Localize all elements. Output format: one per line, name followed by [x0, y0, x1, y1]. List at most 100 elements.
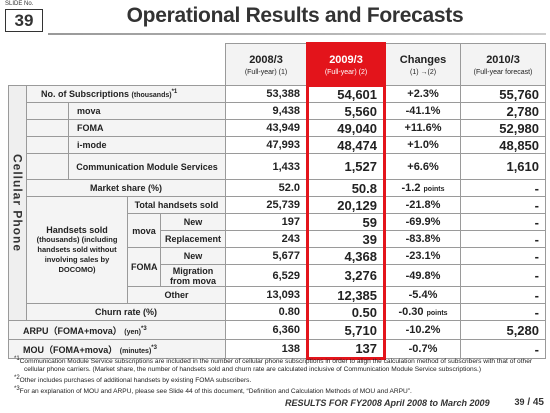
- results-table: 2008/3 (Full-year) (1) 2009/3 (Full-year) …: [7, 42, 547, 360]
- row-label-text: FOMA: [77, 123, 104, 133]
- value-2009: 50.8: [306, 179, 387, 197]
- value-forecast: -: [460, 230, 547, 248]
- value-2009: 5,710: [306, 320, 387, 340]
- value-change: +1.0%: [384, 136, 462, 154]
- value-2008: 52.0: [225, 179, 309, 197]
- indent-cell: [26, 153, 69, 180]
- slide-label: SLIDE No.: [5, 1, 34, 7]
- column-note: (Full-year) (2): [324, 68, 368, 76]
- value-2009: 54,601: [306, 85, 387, 103]
- value-forecast: 5,280: [460, 320, 547, 340]
- row-label-note: *3: [151, 344, 157, 351]
- value-2008: 243: [225, 230, 309, 248]
- row-label-unit: (minutes): [119, 347, 152, 355]
- change-value: -0.7%: [408, 343, 438, 355]
- footnote: *2Other includes purchases of additional…: [14, 374, 540, 385]
- value-2008: 138: [225, 339, 309, 359]
- value-change: -69.9%: [384, 213, 462, 231]
- value-2008: 6,529: [225, 264, 309, 287]
- footer: RESULTS FOR FY2008 April 2008 to March 2…: [285, 398, 490, 408]
- value-2008: 25,739: [225, 196, 309, 214]
- value-forecast: 52,980: [460, 119, 547, 137]
- column-header: Changes (1) →(2): [384, 43, 462, 86]
- row-label-text: New: [183, 251, 203, 261]
- page-number: 39 / 45: [515, 397, 544, 408]
- change-value: +2.3%: [407, 88, 439, 100]
- row-label-note: *1: [171, 89, 178, 95]
- footnote: *3For an explanation of MOU and ARPU, pl…: [14, 385, 540, 396]
- change-value: -69.9%: [405, 216, 441, 228]
- table-row: Communication Module Services 1,433 1,527 +…: [9, 153, 547, 180]
- subgroup-label: mova: [127, 213, 161, 248]
- table-row: Replacement 243 39 -83.8% -: [9, 230, 547, 248]
- slide-number: 39: [5, 9, 43, 32]
- title: Operational Results and Forecasts: [126, 4, 464, 27]
- value-change: -49.8%: [384, 264, 462, 287]
- row-label: Replacement: [159, 230, 227, 248]
- header-row: 2008/3 (Full-year) (1) 2009/3 (Full-year) …: [9, 42, 547, 87]
- value-change: -0.7%: [384, 339, 462, 359]
- change-value: -10.2%: [405, 324, 441, 336]
- change-value: -21.8%: [405, 199, 441, 211]
- row-label-text: ARPU（FOMA+mova）: [23, 325, 122, 336]
- value-2009: 12,385: [306, 286, 387, 304]
- group-label: Handsets sold (thousands) (including hand…: [26, 196, 128, 304]
- value-forecast: 1,610: [460, 153, 547, 180]
- value-2009: 49,040: [306, 119, 387, 137]
- value-change: -10.2%: [384, 320, 462, 340]
- column-header: 2010/3 (Full-year forecast): [460, 43, 547, 86]
- column-header: 2009/3 (Full-year) (2): [306, 42, 387, 87]
- row-label: Churn rate (%): [25, 303, 227, 321]
- group-note: (thousands) (including handsets sold wit…: [36, 235, 118, 274]
- value-forecast: -: [460, 213, 547, 231]
- value-change: -83.8%: [384, 230, 462, 248]
- row-label-unit: (thousands): [131, 92, 172, 99]
- table-row: Cellular Phone No. of Subscriptions (thou…: [8, 85, 547, 321]
- change-value: -0.30: [398, 306, 424, 318]
- footnote-text: Other includes purchases of additional h…: [19, 377, 252, 385]
- table-row: Market share (%) 52.0 50.8 -1.2 points -: [9, 179, 547, 197]
- footnotes: *1Communication Module Service subscript…: [14, 355, 540, 397]
- value-forecast: -: [460, 196, 547, 214]
- group-title: Handsets sold: [46, 225, 108, 235]
- value-2009: 1,527: [306, 153, 387, 180]
- row-label: MOU（FOMA+mova） (minutes)*3: [7, 339, 227, 359]
- table-row: Other 13,093 12,385 -5.4% -: [9, 286, 547, 304]
- indent-cell: [26, 136, 69, 154]
- footnote-mark: *2: [14, 375, 20, 382]
- row-label: New: [159, 247, 227, 265]
- value-change: -0.30 points: [384, 303, 462, 321]
- value-2008: 53,388: [225, 85, 309, 103]
- change-value: +11.6%: [404, 122, 442, 134]
- value-2009: 0.50: [306, 303, 387, 321]
- row-label: i-mode: [67, 136, 227, 154]
- change-value: -23.1%: [405, 250, 441, 262]
- row-label: FOMA: [67, 119, 227, 137]
- value-2009: 3,276: [306, 264, 387, 287]
- value-change: +11.6%: [384, 119, 462, 137]
- value-forecast: 48,850: [460, 136, 547, 154]
- value-change: -41.1%: [384, 102, 462, 120]
- value-forecast: -: [460, 303, 547, 321]
- row-label-text: New: [183, 217, 203, 227]
- row-label-text: MOU（FOMA+mova）: [23, 344, 118, 355]
- table-row: ARPU（FOMA+mova） (yen)*3 6,360 5,710 -10.2% 5…: [7, 320, 547, 340]
- footnote-text: Communication Module Service subscriptio…: [19, 358, 533, 374]
- footnote-mark: *1: [14, 356, 20, 362]
- value-2009: 4,368: [306, 247, 387, 265]
- row-label-text: Total handsets sold: [134, 200, 219, 210]
- row-label-text: Migration from mova: [170, 265, 217, 286]
- footnote-mark: *3: [14, 386, 20, 393]
- page-current: 39: [514, 397, 525, 407]
- row-label-text: Communication Module Services: [76, 161, 218, 172]
- value-2008: 0.80: [225, 303, 309, 321]
- change-value: -1.2: [401, 182, 421, 194]
- indent-cell: [26, 102, 69, 120]
- column-header: 2008/3 (Full-year) (1): [225, 43, 309, 86]
- table-row: mova 9,438 5,560 -41.1% 2,780: [9, 102, 547, 120]
- value-2009: 20,129: [306, 196, 387, 214]
- row-label-text: No. of Subscriptions: [41, 89, 130, 99]
- row-label: Market share (%): [25, 179, 227, 197]
- value-change: -23.1%: [384, 247, 462, 265]
- row-label: mova: [67, 102, 227, 120]
